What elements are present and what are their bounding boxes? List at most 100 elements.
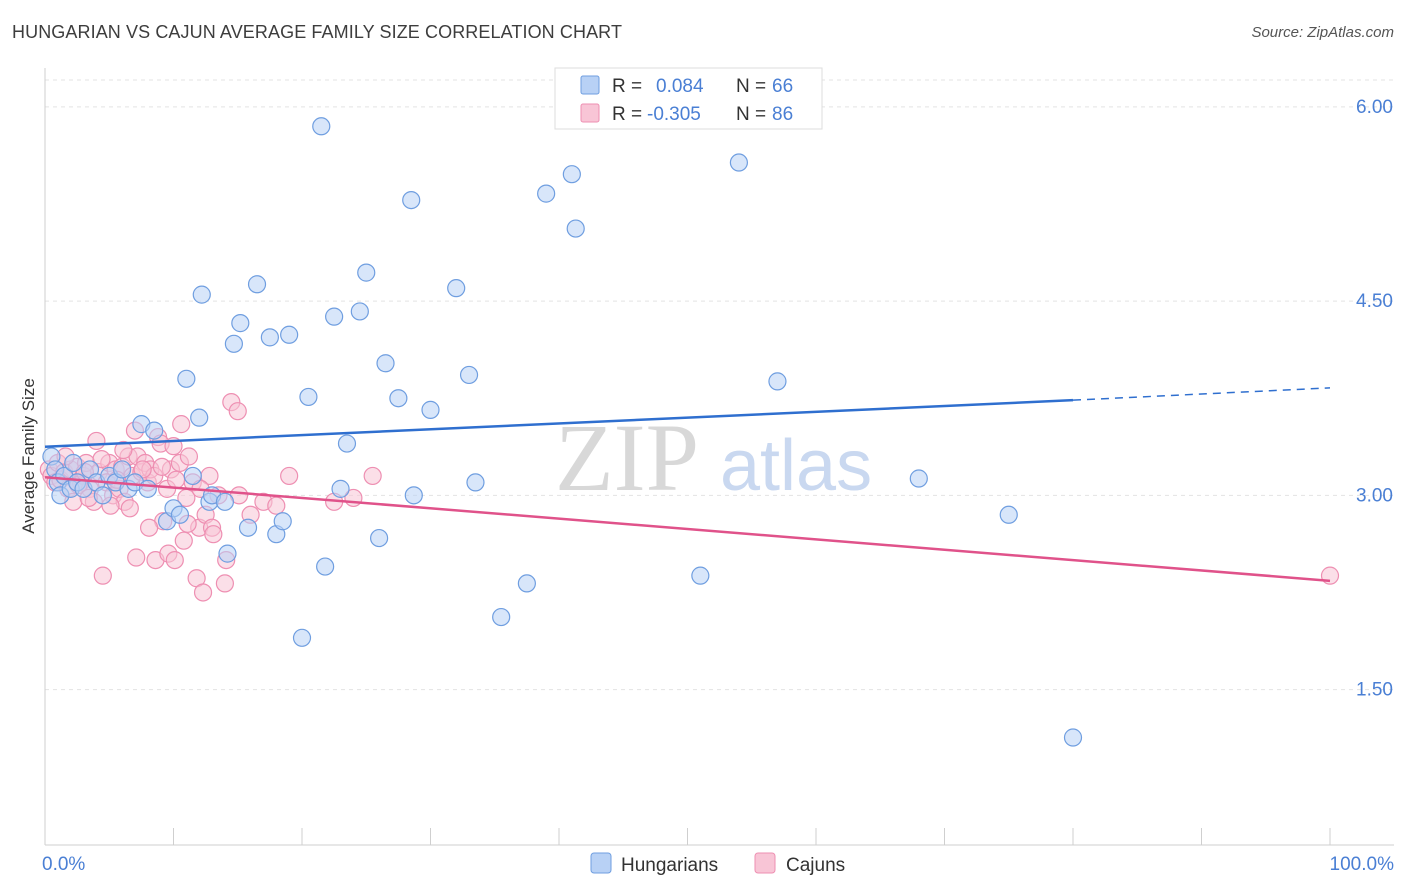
bottom-legend-label-hungarians: Hungarians [621,855,718,876]
bottom-legend-swatch-cajuns [754,852,776,874]
x-axis-ticks [44,828,1331,845]
hungarian-point-40 [299,387,318,407]
hungarian-point-62 [691,566,710,585]
hungarians-trend-line [44,398,1074,449]
cajun-point-72 [114,440,133,460]
hungarian-point-23 [177,369,196,388]
legend-n-label-hungarians: N = [736,76,766,97]
hungarian-point-57 [492,607,511,627]
cajun-point-15 [87,431,106,451]
hungarian-point-29 [215,492,234,511]
y-tick-label-2: 4.50 [1356,291,1393,312]
hungarian-point-63 [729,153,749,172]
hungarian-point-33 [238,518,258,537]
hungarian-point-42 [316,557,335,576]
hungarian-point-50 [389,389,408,408]
hungarian-point-41 [312,117,331,136]
bottom-legend-label-cajuns: Cajuns [786,855,845,876]
hungarian-point-34 [247,275,267,294]
cajun-point-42 [174,531,193,550]
cajun-point-40 [166,470,186,489]
hungarian-point-48 [370,528,389,548]
hungarian-point-53 [421,400,440,419]
hungarian-point-22 [170,505,190,524]
cajun-point-74 [139,518,159,537]
cajun-point-63 [92,449,111,469]
hungarian-point-44 [331,479,350,498]
cajun-point-84 [363,466,382,486]
cajun-point-59 [280,466,299,486]
legend-r-label-cajuns: R = [612,104,642,125]
hungarian-point-6 [64,453,83,473]
hungarian-point-46 [350,302,369,321]
hungarian-point-45 [337,434,357,453]
cajun-point-75 [152,457,172,476]
hungarian-point-37 [273,512,292,531]
hungarian-point-64 [768,372,787,391]
chart-title: HUNGARIAN VS CAJUN AVERAGE FAMILY SIZE C… [12,22,623,42]
hungarian-point-35 [260,328,279,347]
hungarian-point-26 [192,285,211,304]
hungarian-point-67 [1063,728,1083,747]
trend-lines [44,387,1331,583]
y-tick-label-0: 1.50 [1356,680,1393,701]
legend-swatch-hungarians [580,75,600,95]
hungarian-point-60 [562,165,581,184]
hungarian-point-19 [145,421,164,440]
watermark-atlas: atlas [720,426,872,506]
bottom-legend: Hungarians Cajuns [590,852,845,876]
bottom-legend-swatch-hungarians [590,852,612,874]
hungarian-point-39 [292,628,312,647]
cajun-point-55 [228,402,247,421]
grid-lines [45,79,1394,691]
cajun-point-69 [172,415,191,434]
legend-box: R = 0.084 N = 66 R = -0.305 N = 86 [554,67,823,130]
hungarian-point-65 [909,469,928,488]
source-label: Source: ZipAtlas.com [1251,24,1394,41]
hungarian-point-25 [190,408,209,427]
legend-r-value-hungarians: 0.084 [656,76,704,97]
x-tick-label-right: 100.0% [1330,854,1395,875]
hungarian-point-24 [183,466,202,486]
x-tick-label-left: 0.0% [42,854,85,875]
legend-swatch-cajuns [580,103,600,123]
hungarian-point-32 [231,314,250,333]
hungarian-point-38 [280,325,299,344]
y-axis-title: Average Family Size [19,378,38,534]
cajun-point-79 [204,525,223,544]
cajun-point-53 [215,574,234,593]
hungarians-trend-extension [1072,387,1331,401]
hungarian-point-61 [566,219,585,238]
cajuns-trend-line [44,475,1331,583]
hungarian-point-66 [999,505,1018,524]
legend-n-label-cajuns: N = [736,104,766,125]
hungarian-point-54 [447,279,466,298]
hungarian-point-58 [517,574,536,593]
hungarian-point-30 [218,544,237,563]
legend-r-value-cajuns: -0.305 [647,104,701,125]
cajun-point-48 [193,583,213,602]
hungarian-point-18 [138,479,157,498]
hungarian-point-51 [402,190,421,210]
hungarian-point-14 [112,460,132,479]
hungarian-point-59 [537,184,556,203]
legend-n-value-cajuns: 86 [772,104,793,125]
cajun-point-73 [127,548,146,567]
hungarian-point-31 [224,334,243,353]
y-tick-label-1: 3.00 [1356,485,1393,506]
hungarian-point-47 [357,263,376,282]
cajun-point-76 [165,550,184,570]
cajun-point-58 [267,496,286,515]
hungarian-point-56 [466,473,485,492]
hungarian-point-55 [459,365,479,385]
y-tick-label-3: 6.00 [1356,97,1393,118]
cajun-point-65 [120,499,139,518]
hungarian-point-49 [376,354,395,373]
y-tick-labels: 1.50 3.00 4.50 6.00 [1356,97,1393,701]
hungarian-point-52 [404,486,423,505]
cajun-point-17 [93,566,112,585]
legend-n-value-hungarians: 66 [772,76,793,97]
cajun-point-44 [179,447,199,466]
legend-r-label-hungarians: R = [612,76,642,97]
